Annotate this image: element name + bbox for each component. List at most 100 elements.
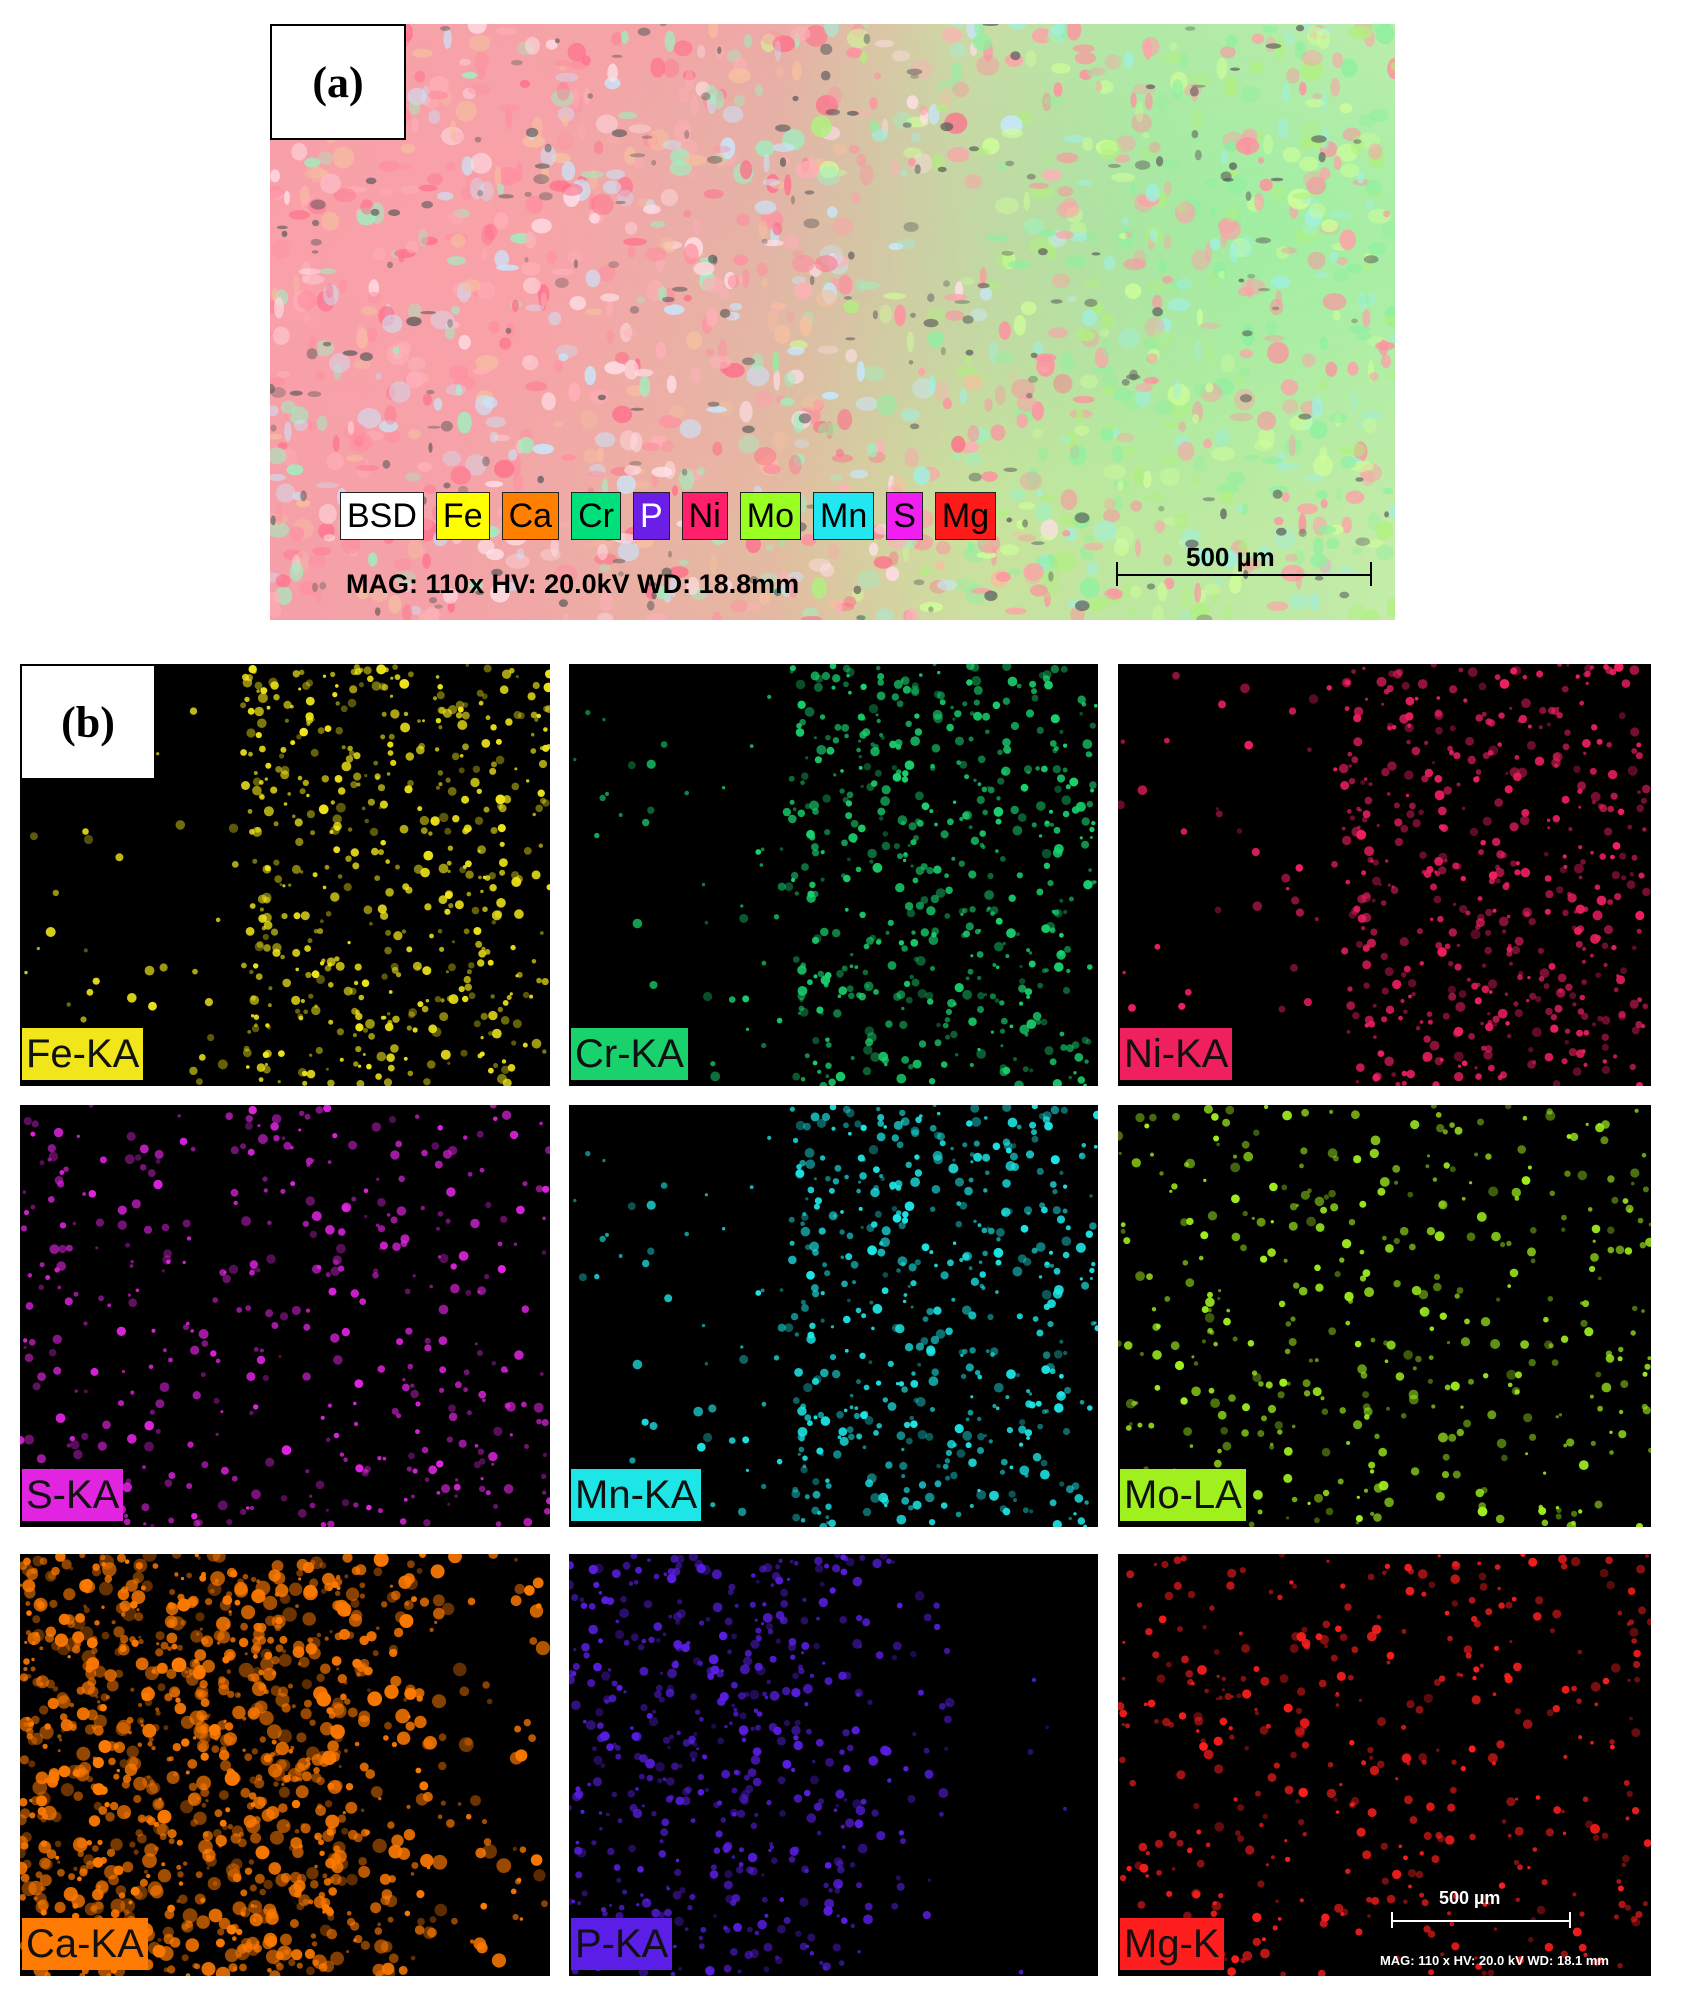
signal-dot <box>779 1288 784 1292</box>
signal-dot <box>135 1657 149 1671</box>
signal-dot <box>684 1231 689 1237</box>
signal-dot <box>465 860 472 868</box>
signal-dot <box>1610 854 1615 860</box>
signal-dot <box>332 692 338 698</box>
signal-dot <box>1369 1469 1375 1474</box>
phase-grain <box>490 583 510 603</box>
signal-dot <box>962 1305 972 1315</box>
phase-grain <box>746 365 770 387</box>
phase-grain <box>754 200 777 215</box>
phase-grain <box>545 39 558 50</box>
signal-dot <box>498 804 507 813</box>
signal-dot <box>405 1327 413 1335</box>
phase-grain <box>782 234 800 250</box>
signal-dot <box>1074 1494 1084 1503</box>
signal-dot <box>318 804 329 815</box>
signal-dot <box>401 929 407 934</box>
signal-dot <box>390 1216 398 1224</box>
pore <box>779 157 787 167</box>
signal-dot <box>325 1437 331 1443</box>
signal-dot <box>126 1716 134 1724</box>
signal-dot <box>1361 870 1367 876</box>
phase-grain <box>894 304 906 327</box>
phase-grain <box>1329 413 1348 424</box>
signal-dot <box>151 1328 156 1333</box>
phase-grain <box>1149 228 1158 243</box>
phase-grain <box>1239 349 1253 359</box>
signal-dot <box>250 1267 257 1273</box>
signal-dot <box>1002 664 1012 671</box>
signal-dot <box>1328 1327 1337 1336</box>
signal-dot <box>1546 722 1551 727</box>
signal-dot <box>806 1334 816 1344</box>
signal-dot <box>1087 1405 1093 1411</box>
phase-grain <box>837 483 850 491</box>
phase-grain <box>1368 242 1386 256</box>
signal-dot <box>805 1197 809 1201</box>
signal-dot <box>336 1028 344 1036</box>
signal-dot <box>789 1240 795 1246</box>
signal-dot <box>914 713 920 719</box>
signal-dot <box>446 860 452 866</box>
signal-dot <box>903 1293 908 1297</box>
signal-dot <box>913 835 919 841</box>
phase-grain <box>1338 565 1356 576</box>
phase-grain <box>1362 417 1377 434</box>
signal-dot <box>394 674 401 680</box>
phase-grain <box>474 51 489 73</box>
phase-grain <box>1114 154 1131 163</box>
phase-grain <box>599 591 614 612</box>
signal-dot <box>944 873 949 879</box>
phase-grain <box>1107 588 1123 600</box>
signal-dot <box>39 1262 45 1268</box>
signal-dot <box>530 748 537 754</box>
pore <box>927 293 935 303</box>
signal-dot <box>954 1424 964 1434</box>
phase-grain <box>1238 540 1248 555</box>
phase-grain <box>793 454 805 466</box>
phase-grain <box>1069 231 1088 242</box>
signal-dot <box>297 1067 307 1077</box>
signal-dot <box>1357 894 1367 904</box>
signal-dot <box>353 752 361 760</box>
signal-dot <box>745 1468 750 1472</box>
signal-dot <box>629 1457 636 1464</box>
signal-dot <box>301 1679 312 1690</box>
signal-dot <box>497 1265 506 1274</box>
signal-dot <box>1634 1108 1639 1113</box>
pore <box>608 261 619 269</box>
phase-grain <box>604 77 621 90</box>
signal-dot <box>1544 1052 1554 1062</box>
signal-dot <box>385 859 391 864</box>
signal-dot <box>361 979 370 987</box>
phase-grain <box>477 539 495 555</box>
signal-dot <box>25 1302 34 1310</box>
signal-dot <box>1352 1012 1360 1020</box>
phase-grain <box>448 211 465 225</box>
signal-dot <box>1377 1050 1385 1057</box>
phase-grain <box>1361 469 1375 487</box>
signal-dot <box>242 1748 246 1752</box>
phase-grain <box>937 579 958 591</box>
phase-grain <box>1124 479 1131 496</box>
signal-dot <box>1582 1300 1590 1308</box>
signal-dot <box>66 1443 71 1448</box>
pore <box>846 110 859 116</box>
signal-dot <box>168 1357 173 1363</box>
signal-dot <box>1320 1396 1325 1401</box>
signal-dot <box>1463 698 1468 703</box>
phase-grain <box>553 420 564 428</box>
phase-grain <box>787 346 805 356</box>
signal-dot <box>448 903 454 909</box>
phase-grain <box>1062 530 1071 537</box>
phase-grain <box>643 204 661 215</box>
phase-grain <box>1297 43 1304 51</box>
signal-dot <box>776 1017 783 1024</box>
phase-grain <box>696 466 705 476</box>
signal-dot <box>832 737 840 744</box>
signal-dot <box>265 1023 270 1028</box>
signal-dot <box>82 1192 86 1196</box>
signal-dot <box>703 991 713 1002</box>
signal-dot <box>1432 1081 1440 1086</box>
signal-dot <box>1198 1255 1204 1261</box>
